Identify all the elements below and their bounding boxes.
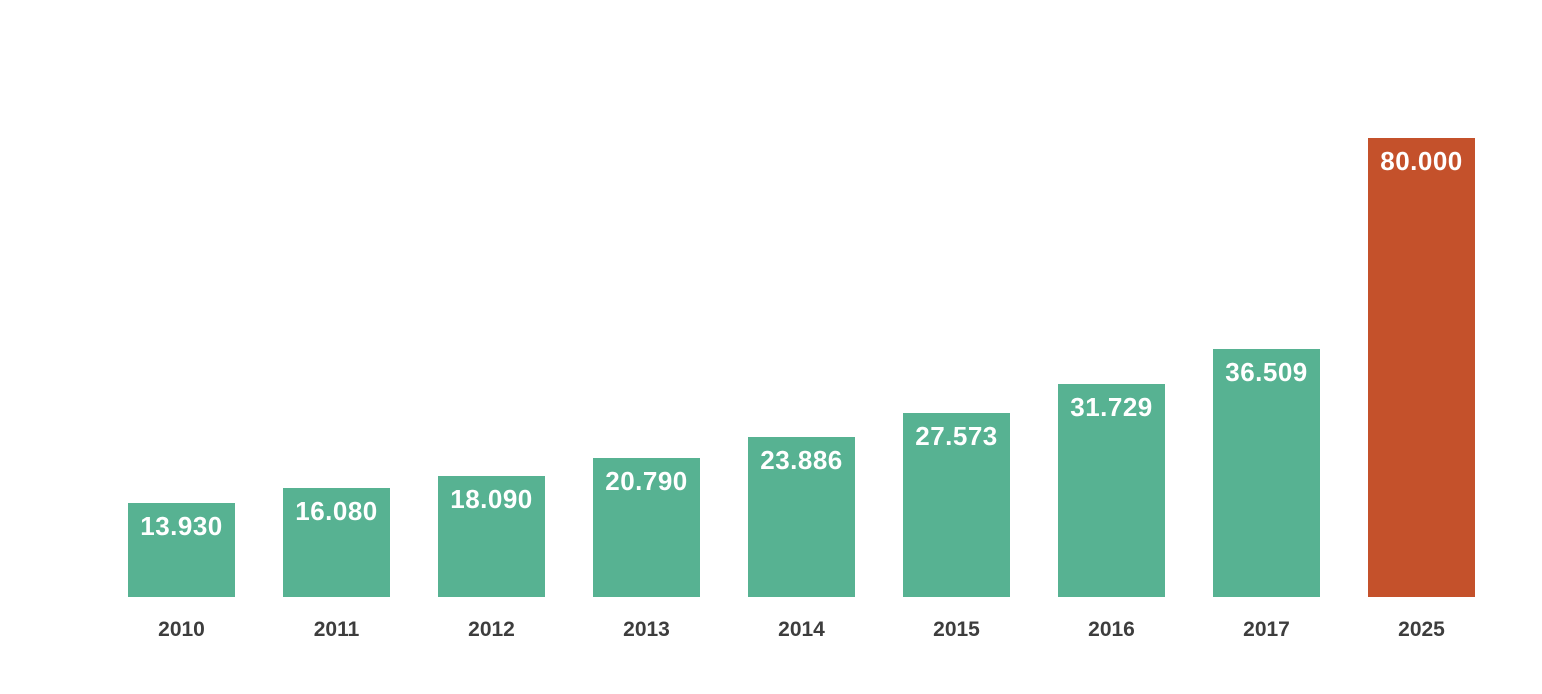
bar-value-label: 23.886 [760,445,843,475]
bar-2016: 31.729 [1058,384,1165,597]
x-axis-label: 2013 [623,618,670,641]
bar-value-label: 36.509 [1225,357,1308,387]
bar-2015: 27.573 [903,413,1010,597]
bar-2010: 13.930 [128,503,235,597]
bar-value-label: 31.729 [1070,392,1153,422]
bar-2012: 18.090 [438,476,545,597]
x-axis-label: 2015 [933,618,980,641]
x-axis-label: 2014 [778,618,825,641]
bar-2014: 23.886 [748,437,855,597]
bar-2025: 80.000 [1368,138,1475,597]
x-axis-label: 2011 [313,618,360,641]
bar-value-label: 16.080 [295,496,378,526]
bar-value-label: 80.000 [1380,146,1463,176]
bar-2011: 16.080 [283,488,390,597]
x-axis-label: 2012 [468,618,515,641]
bar-2013: 20.790 [593,458,700,597]
x-axis-label: 2025 [1398,618,1445,641]
bar-value-label: 18.090 [450,484,533,514]
x-axis-label: 2010 [158,618,205,641]
bar-value-label: 27.573 [915,421,998,451]
bar-2017: 36.509 [1213,349,1320,597]
bar-value-label: 13.930 [140,511,223,541]
bar-value-label: 20.790 [605,466,688,496]
x-axis-label: 2017 [1243,618,1290,641]
x-axis-label: 2016 [1088,618,1135,641]
